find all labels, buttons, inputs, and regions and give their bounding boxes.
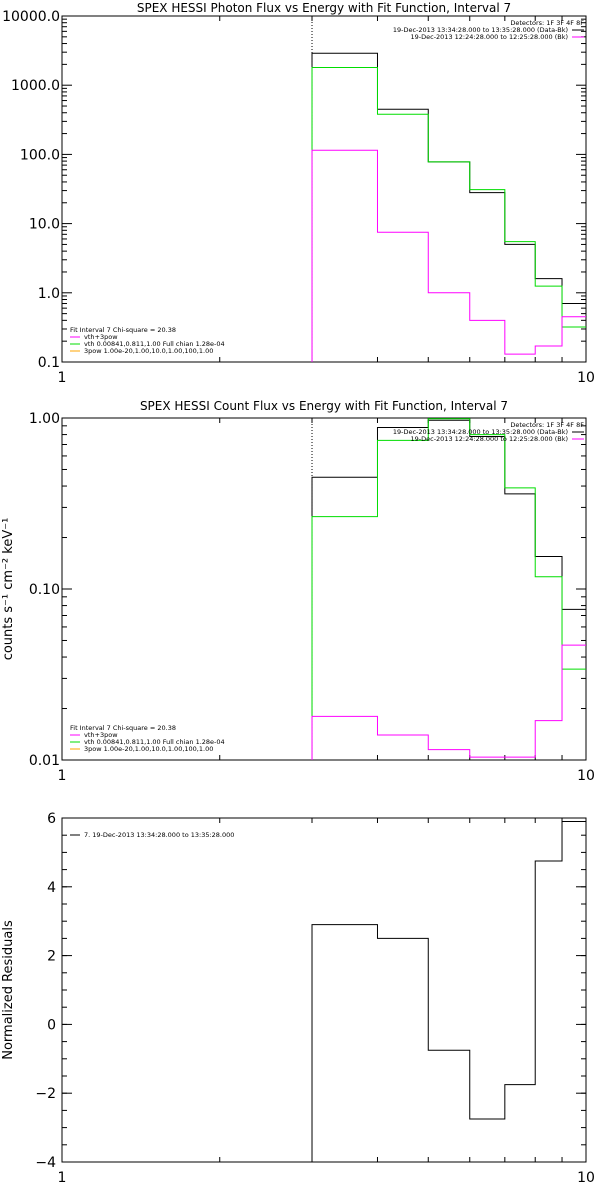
fit-legend-header: Fit Interval 7 Chi-square = 20.38: [70, 326, 176, 334]
y-tick-label: 0: [47, 1017, 56, 1033]
fit-legend-entry-label: 3pow 1.00e-20,1.00,10.0,1.00,100,1.00: [84, 347, 213, 355]
y-tick-label: −2: [35, 1086, 56, 1102]
y-tick-label: −4: [35, 1155, 56, 1171]
y-tick-label: 1.00: [29, 411, 60, 427]
legend-entry-label: 19-Dec-2013 12:24:28.000 to 12:25:28.000…: [411, 435, 569, 443]
legend-entry-label: 19-Dec-2013 13:34:28.000 to 13:35:28.000…: [393, 428, 568, 436]
y-tick-label: 6: [47, 811, 56, 827]
legend-entry-label: 7. 19-Dec-2013 13:34:28.000 to 13:35:28.…: [84, 831, 234, 839]
y-tick-label: 1.0: [38, 286, 60, 302]
legend-header: Detectors: 1F 3F 4F 8F: [510, 19, 584, 27]
y-tick-label: 0.10: [29, 582, 60, 598]
y-tick-label: 10.0: [29, 217, 60, 233]
plot-frame: [61, 417, 587, 761]
fit-legend-entry-label: vth+3pow: [84, 333, 118, 341]
fit-legend-entry-label: vth 0.00841,0.811,1.00 Full chian 1.28e-…: [84, 340, 225, 348]
plot-frame: [61, 15, 587, 363]
y-axis-label: counts s⁻¹ cm⁻² keV⁻¹: [1, 518, 16, 661]
plot-frame: [61, 817, 587, 1163]
chart-2: SPEX HESSI Count Flux vs Energy with Fit…: [1, 399, 595, 784]
series-1-step-line: [311, 820, 586, 1162]
legend-entry-label: 19-Dec-2013 13:34:28.000 to 13:35:28.000…: [393, 26, 568, 34]
series-1-step-line: [311, 52, 586, 362]
y-tick-label: 0.1: [38, 355, 60, 371]
chart-3: Normalized Residuals 1 10 −4 −2 0 2 4 6 7. 19-Dec…: [1, 811, 595, 1186]
x-tick-label: 1: [58, 1170, 67, 1186]
x-tick-label: 10: [577, 1170, 595, 1186]
legend-entry-label: 19-Dec-2013 12:24:28.000 to 12:25:28.000…: [411, 33, 569, 41]
fit-legend-header: Fit Interval 7 Chi-square = 20.38: [70, 724, 176, 732]
chart-1: SPEX HESSI Photon Flux vs Energy with Fi…: [2, 1, 595, 386]
fit-legend-entry-label: vth 0.00841,0.811,1.00 Full chian 1.28e-…: [84, 738, 225, 746]
series-2-step-line: [311, 418, 586, 760]
y-tick-label: 2: [47, 949, 56, 965]
chart-title: SPEX HESSI Count Flux vs Energy with Fit…: [140, 399, 508, 413]
x-tick-label: 10: [577, 370, 595, 386]
y-tick-label: 1000.0: [11, 78, 60, 94]
chart-title: SPEX HESSI Photon Flux vs Energy with Fi…: [137, 1, 511, 15]
y-axis-label: Normalized Residuals: [1, 920, 16, 1060]
series-1-step-line: [311, 419, 586, 760]
series-2-step-line: [311, 67, 586, 362]
series-3-step-line: [311, 149, 586, 362]
fit-legend-entry-label: vth+3pow: [84, 731, 118, 739]
x-tick-label: 1: [58, 370, 67, 386]
x-tick-label: 10: [577, 768, 595, 784]
x-tick-label: 1: [58, 768, 67, 784]
y-tick-label: 0.01: [29, 753, 60, 769]
series-3-step-line: [311, 644, 586, 760]
y-tick-label: 10000.0: [2, 9, 60, 25]
y-tick-label: 4: [47, 880, 56, 896]
y-tick-label: 100.0: [20, 147, 60, 163]
fit-legend-entry-label: 3pow 1.00e-20,1.00,10.0,1.00,100,1.00: [84, 745, 213, 753]
legend-header: Detectors: 1F 3F 4F 8F: [510, 421, 584, 429]
